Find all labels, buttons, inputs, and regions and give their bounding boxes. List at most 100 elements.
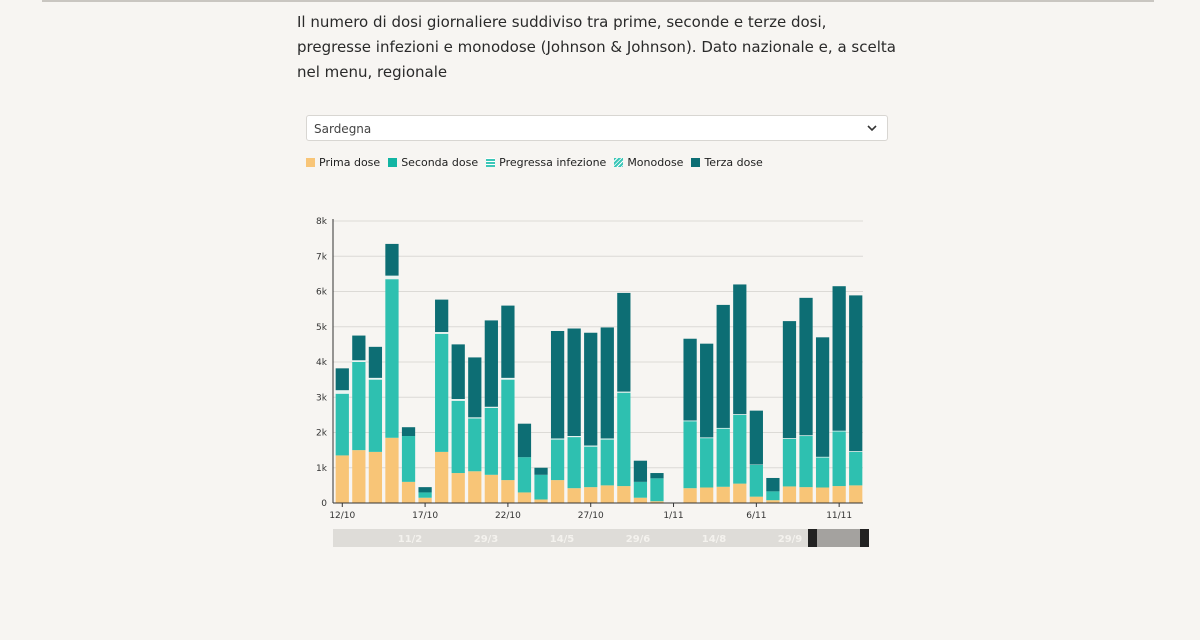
bar-segment-prima bbox=[633, 497, 648, 503]
y-tick-label: 4k bbox=[316, 358, 328, 368]
legend-label: Seconda dose bbox=[401, 155, 479, 169]
bar-segment-seconda bbox=[849, 451, 863, 486]
bar-segment-pregressa bbox=[435, 332, 449, 334]
bar-segment-seconda bbox=[766, 491, 780, 501]
bar-segment-prima bbox=[567, 488, 581, 503]
bar-segment-seconda bbox=[584, 446, 598, 488]
bar-segment-pregressa bbox=[567, 436, 581, 438]
legend-swatch-prima-dose bbox=[306, 157, 315, 167]
legend-item-monodose[interactable]: Monodose bbox=[614, 156, 683, 169]
legend-label: Prima dose bbox=[319, 155, 381, 169]
bar-segment-prima bbox=[766, 500, 780, 503]
bar-segment-prima bbox=[799, 487, 813, 503]
bar-segment-terza bbox=[567, 328, 581, 437]
bar-segment-pregressa bbox=[352, 360, 366, 362]
bar-segment-prima bbox=[517, 492, 532, 503]
bar-segment-pregressa bbox=[799, 435, 813, 437]
bar-segment-prima bbox=[534, 499, 548, 503]
region-select[interactable]: Sardegna bbox=[306, 115, 888, 141]
chevron-down-icon bbox=[865, 120, 879, 139]
legend-swatch-monodose bbox=[614, 157, 624, 167]
y-tick-label: 5k bbox=[316, 323, 328, 333]
x-tick-label: 11/11 bbox=[826, 511, 852, 521]
bar-segment-prima bbox=[401, 481, 416, 503]
bar-segment-prima bbox=[683, 488, 697, 503]
bar-segment-terza bbox=[435, 299, 449, 333]
bar-segment-prima bbox=[352, 450, 366, 504]
region-select-value: Sardegna bbox=[314, 122, 372, 136]
bar-segment-seconda bbox=[385, 279, 399, 438]
brush-selection[interactable] bbox=[815, 529, 860, 547]
legend-label: Monodose bbox=[627, 155, 684, 169]
bar-segment-prima bbox=[435, 451, 449, 503]
bar-segment-terza bbox=[849, 295, 863, 452]
bar-segment-pregressa bbox=[451, 399, 465, 401]
bar-segment-pregressa bbox=[368, 377, 383, 380]
bar-segment-seconda bbox=[517, 457, 532, 493]
bar-segment-prima bbox=[650, 501, 664, 503]
bar-segment-terza bbox=[600, 327, 614, 439]
brush-date-label: 29/3 bbox=[474, 534, 499, 545]
bar-segment-seconda bbox=[799, 436, 813, 488]
x-tick-label: 12/10 bbox=[329, 511, 355, 521]
bar-segment-pregressa bbox=[550, 438, 565, 440]
bar-segment-pregressa bbox=[468, 417, 482, 419]
bar-segment-seconda bbox=[435, 333, 449, 452]
brush-handle-right[interactable] bbox=[860, 529, 869, 547]
bar-segment-prima bbox=[484, 474, 498, 503]
bar-segment-seconda bbox=[633, 481, 648, 498]
bar-segment-terza bbox=[832, 286, 846, 431]
bar-segment-seconda bbox=[534, 474, 548, 500]
brush-date-label: 29/6 bbox=[626, 534, 651, 545]
brush-date-label: 29/9 bbox=[778, 534, 803, 545]
chart-description: Il numero di dosi giornaliere suddiviso … bbox=[297, 13, 896, 81]
bar-segment-terza bbox=[534, 467, 548, 475]
y-tick-label: 6k bbox=[316, 288, 328, 298]
legend-item-seconda-dose[interactable]: Seconda dose bbox=[388, 156, 478, 169]
bar-segment-pregressa bbox=[849, 451, 863, 452]
bar-segment-terza bbox=[733, 284, 747, 415]
brush-track[interactable] bbox=[333, 529, 869, 547]
bar-segment-terza bbox=[468, 357, 482, 418]
y-tick-label: 3k bbox=[316, 393, 328, 403]
x-tick-label: 17/10 bbox=[412, 511, 438, 521]
bar-segment-terza bbox=[633, 460, 648, 482]
bar-segment-pregressa bbox=[700, 437, 714, 439]
bar-segment-seconda bbox=[352, 362, 366, 451]
bar-segment-pregressa bbox=[501, 377, 515, 380]
bar-segment-pregressa bbox=[385, 275, 399, 280]
bar-segment-terza bbox=[335, 368, 349, 391]
bar-segment-prima bbox=[550, 480, 565, 503]
brush-handle-left[interactable] bbox=[808, 529, 817, 547]
legend-item-prima-dose[interactable]: Prima dose bbox=[306, 156, 380, 169]
bar-segment-terza bbox=[716, 304, 730, 428]
bar-segment-prima bbox=[749, 496, 763, 503]
bar-segment-terza bbox=[683, 338, 697, 421]
bar-segment-seconda bbox=[650, 478, 664, 502]
bar-segment-seconda bbox=[550, 439, 565, 481]
bar-segment-seconda bbox=[600, 439, 614, 486]
bar-segment-seconda bbox=[782, 438, 797, 487]
bar-segment-pregressa bbox=[683, 420, 697, 422]
bar-segment-terza bbox=[451, 344, 465, 400]
bar-segment-seconda bbox=[368, 379, 383, 452]
x-tick-label: 22/10 bbox=[495, 511, 521, 521]
legend-label: Pregressa infezione bbox=[499, 155, 607, 169]
bar-segment-seconda bbox=[501, 379, 515, 481]
bar-segment-terza bbox=[617, 292, 631, 392]
brush-date-label: 14/8 bbox=[702, 534, 727, 545]
time-brush[interactable]: 11/2 29/3 14/5 29/6 14/8 29/9 bbox=[333, 529, 869, 547]
bar-segment-prima bbox=[385, 437, 399, 503]
legend-item-pregressa-infezione[interactable]: Pregressa infezione bbox=[486, 156, 606, 169]
stacked-bar-chart: 0 1k 2k 3k 4k 5k 6k 7k 8k 12/10 17/10 22/10 27/10 1/1… bbox=[316, 217, 863, 521]
bar-segment-terza bbox=[782, 321, 797, 439]
bar-segment-seconda bbox=[749, 464, 763, 497]
y-tick-label: 1k bbox=[316, 464, 328, 474]
bar-segment-seconda bbox=[335, 393, 349, 456]
bar-segment-terza bbox=[517, 423, 532, 458]
bar-segment-seconda bbox=[700, 438, 714, 488]
bar-segment-prima bbox=[501, 480, 515, 503]
legend-swatch-terza-dose bbox=[691, 157, 701, 167]
legend-item-terza-dose[interactable]: Terza dose bbox=[691, 156, 763, 169]
bar-segment-terza bbox=[484, 320, 498, 407]
